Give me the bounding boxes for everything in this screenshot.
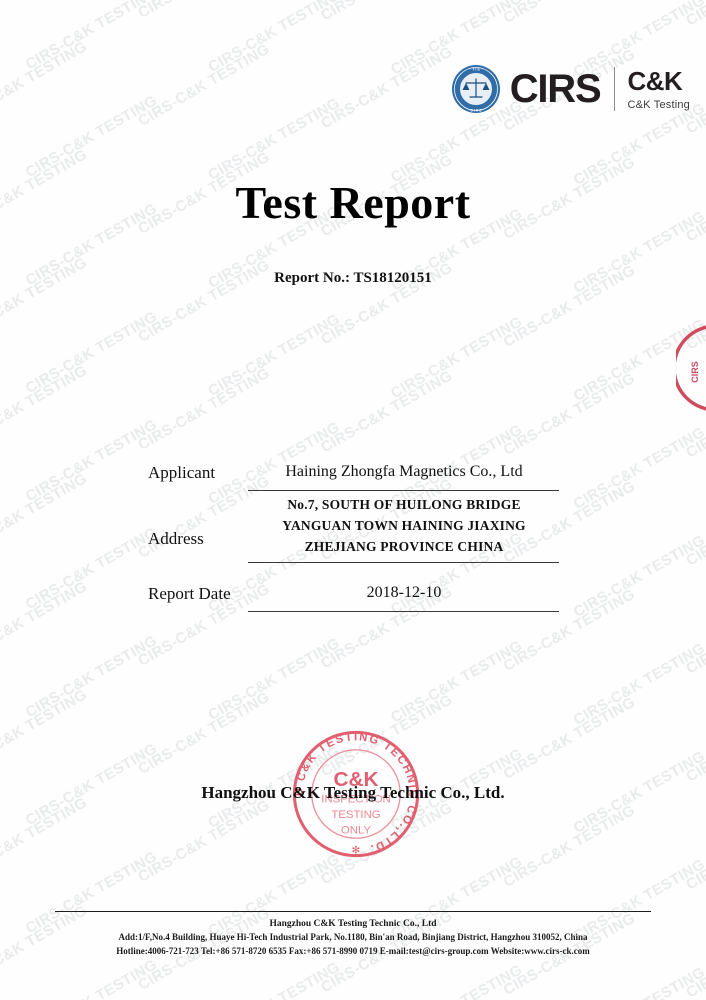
field-label-address: Address	[148, 529, 204, 548]
address-line-1: No.7, SOUTH OF HUILONG BRIDGE	[287, 497, 521, 512]
page-title: Test Report	[235, 177, 471, 228]
signature-company-name: Hangzhou C&K Testing Technic Co., Ltd.	[201, 783, 505, 802]
field-label-report-date: Report Date	[148, 584, 231, 603]
report-number: Report No.: TS18120151	[274, 270, 432, 286]
scales-of-justice-emblem-icon: T I S C I R S	[451, 65, 500, 113]
field-rule-applicant	[248, 490, 559, 491]
address-line-2: YANGUAN TOWN HAINING JIAXING	[282, 517, 526, 533]
brand-logo: T I S C I R S CIRS C&K C&K Testing	[451, 60, 690, 118]
field-label-applicant: Applicant	[148, 463, 216, 482]
field-value-address: No.7, SOUTH OF HUILONG BRIDGE YANGUAN TO…	[248, 495, 560, 558]
page-footer: Hangzhou C&K Testing Technic Co., Ltd Ad…	[0, 917, 706, 958]
field-value-report-date: 2018-12-10	[366, 584, 442, 601]
cirs-wordmark: CIRS	[509, 67, 602, 111]
footer-divider	[55, 911, 651, 912]
logo-divider	[614, 67, 616, 111]
cirs-wordmark-text: CIRS	[509, 67, 602, 111]
seal-center-line-3: ONLY	[341, 825, 372, 837]
address-line-3: ZHEJIANG PROVINCE CHINA	[304, 538, 504, 554]
field-value-applicant: Haining Zhongfa Magnetics Co., Ltd	[285, 463, 523, 480]
footer-address: Add:1/F,No.4 Building, Huaye Hi-Tech Ind…	[118, 932, 588, 943]
ck-tagline: C&K Testing	[627, 98, 690, 111]
field-rule-address	[248, 562, 559, 563]
field-rule-report-date	[248, 611, 559, 612]
seal-center-line-2: TESTING	[331, 809, 380, 821]
partial-seal-text: CIRS	[690, 361, 700, 383]
seal-star-icon: ✻	[352, 845, 361, 857]
ck-wordmark: C&K	[627, 65, 683, 96]
footer-company: Hangzhou C&K Testing Technic Co., Ltd	[269, 919, 437, 929]
svg-text:T I S: T I S	[472, 68, 480, 72]
partial-seal-stamp-icon: CIRS	[676, 325, 706, 411]
svg-text:C I R S: C I R S	[470, 109, 482, 113]
footer-contact: Hotline:4006-721-723 Tel:+86 571-8720 65…	[116, 945, 590, 956]
